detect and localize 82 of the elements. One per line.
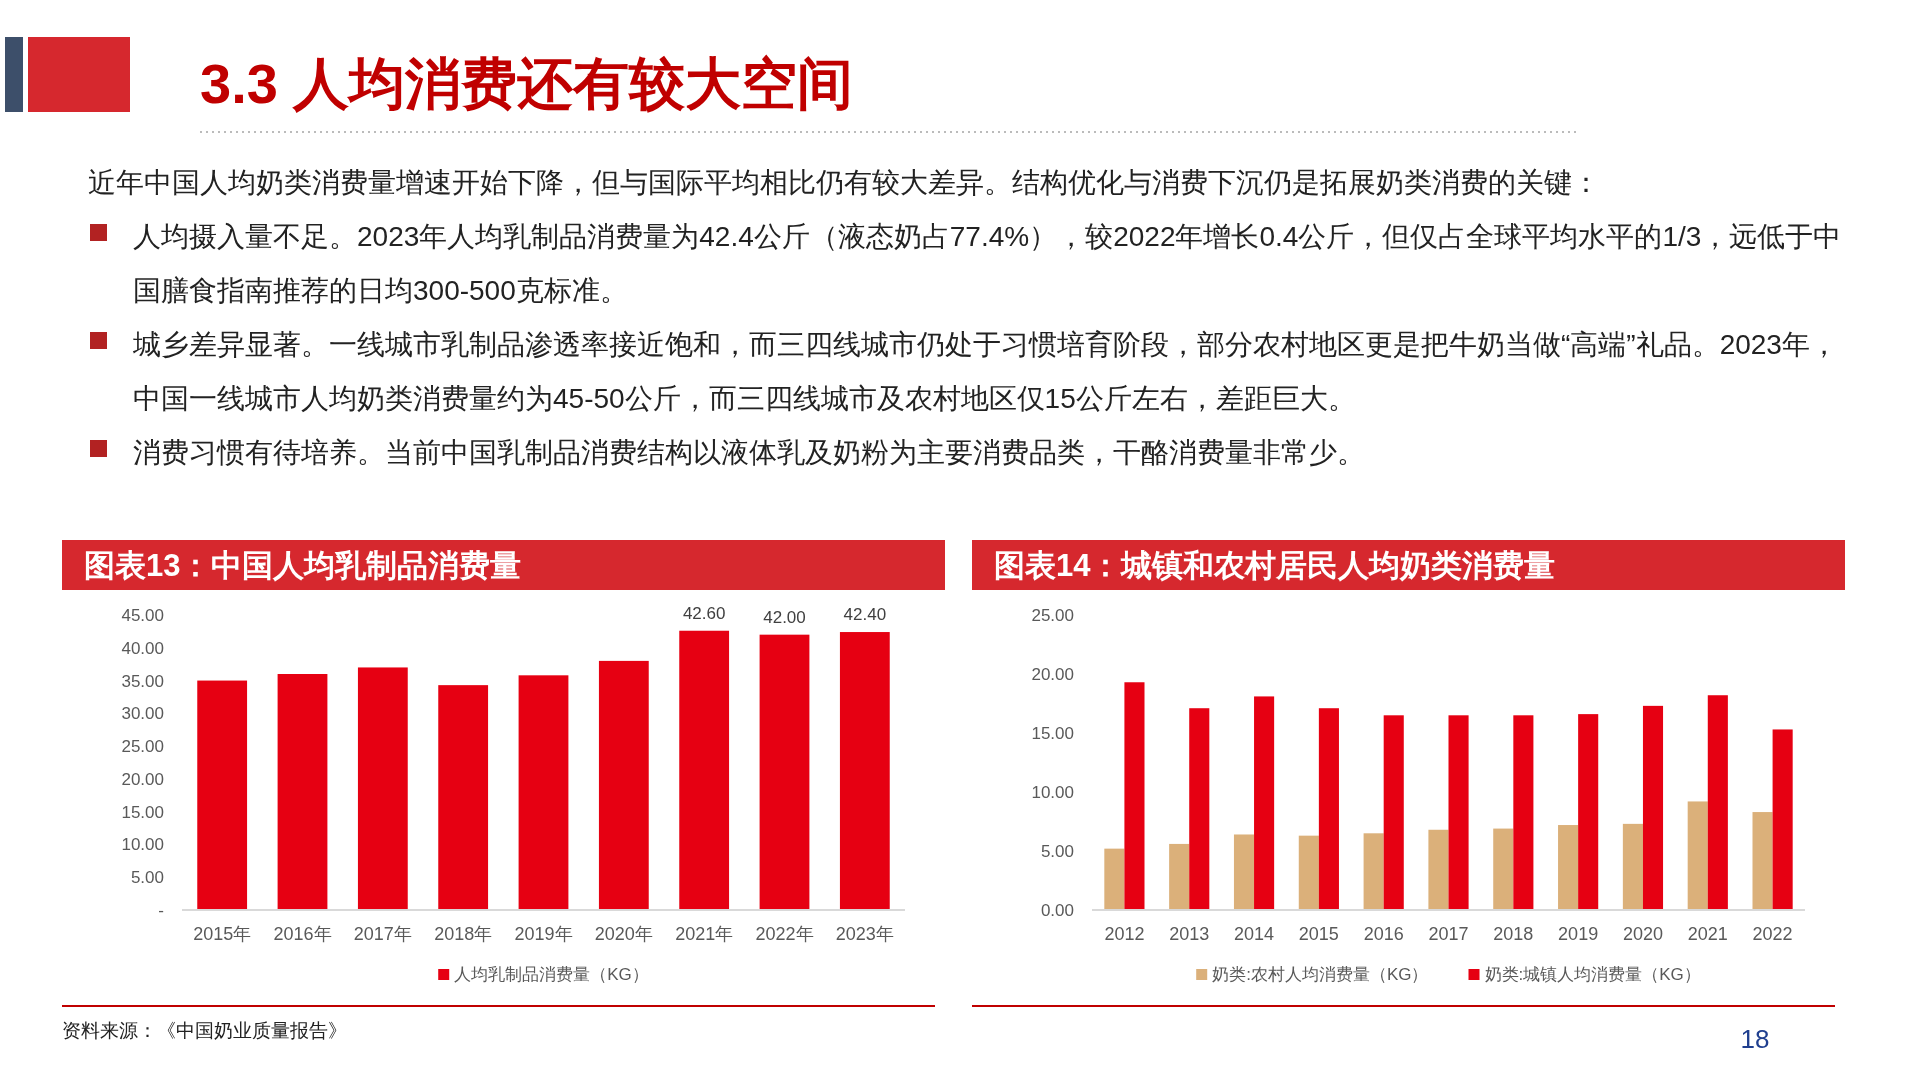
bar (1493, 828, 1514, 910)
y-tick-label: 10.00 (1031, 783, 1074, 802)
y-tick-label: 45.00 (121, 606, 164, 625)
y-tick-label: 20.00 (1031, 665, 1074, 684)
y-tick-label: 30.00 (121, 704, 164, 724)
bar (438, 685, 489, 910)
bar (1383, 715, 1404, 910)
bar (1687, 801, 1708, 910)
x-tick-label: 2015年 (193, 924, 252, 944)
text: 18 (1740, 1024, 1770, 1054)
x-tick-label: 2012 (1104, 924, 1145, 944)
x-tick-label: 2021年 (675, 924, 734, 944)
bar (759, 634, 810, 910)
bar (1642, 705, 1664, 910)
y-tick-label: 15.00 (121, 802, 164, 822)
legend-label: 人均乳制品消费量（KG） (454, 965, 649, 984)
bar (839, 632, 890, 910)
text: 城乡差异显著。一线城市乳制品渗透率接近饱和，而三四线城市仍处于习惯培育阶段，部分农村地区更是把牛奶当做“高端”礼品。2023年，中国一线城市人均奶类消费量约为45-50公斤，而三四线城市及农村地区仅15公斤左右，差距巨大。 (132, 329, 1838, 414)
x-tick-label: 2016 (1363, 924, 1404, 944)
y-tick-label: 35.00 (121, 671, 164, 691)
chart-title: 图表13：中国人均乳制品消费量 (84, 548, 522, 583)
x-tick-label: 2013 (1169, 924, 1210, 944)
text: 近年中国人均奶类消费量增速开始下降，但与国际平均相比仍有较大差异。结构优化与消费下沉仍是拓展奶类消费的关键： (88, 167, 1600, 198)
bar (1752, 812, 1773, 910)
bar (1772, 729, 1793, 910)
bar (1318, 708, 1339, 910)
bar (1254, 696, 1275, 910)
bar (1707, 695, 1728, 910)
y-tick-label: 25.00 (1031, 606, 1074, 625)
x-tick-label: 2017 (1428, 924, 1469, 944)
x-tick-label: 2018 (1493, 924, 1534, 944)
y-tick-label: 25.00 (121, 737, 164, 757)
bar (1124, 682, 1145, 910)
chart-title: 图表14：城镇和农村居民人均奶类消费量 (994, 548, 1556, 583)
text: 人均摄入量不足。2023年人均乳制品消费量为42.4公斤（液态奶占77.4%），较2022年增长0.4公斤，但仅占全球平均水平的1/3，远低于中国膳食指南推荐的日均300-500克标准。 (133, 221, 1842, 306)
bar (1169, 843, 1190, 910)
legend-label: 奶类:城镇人均消费量（KG） (1484, 965, 1701, 984)
legend-label: 奶类:农村人均消费量（KG） (1212, 965, 1429, 984)
x-tick-label: 2018年 (434, 924, 493, 944)
y-tick-label: 15.00 (1031, 724, 1074, 743)
y-tick-label: 20.00 (121, 769, 164, 789)
data-label: 42.40 (843, 605, 887, 625)
x-tick-label: 2022年 (755, 924, 814, 944)
bar (518, 675, 569, 910)
x-tick-label: 2019 (1558, 924, 1599, 944)
bar (679, 630, 730, 910)
bar (1298, 835, 1319, 910)
y-tick-label: 5.00 (130, 868, 164, 888)
bar (1578, 714, 1599, 910)
bar (1233, 834, 1255, 910)
text: 3.3 人均消费还有较大空间 (200, 52, 854, 115)
x-tick-label: 2016年 (273, 924, 332, 944)
y-tick-label: 10.00 (121, 835, 164, 855)
y-tick-label: 5.00 (1040, 842, 1074, 861)
x-tick-label: 2020年 (594, 924, 653, 944)
x-tick-label: 2017年 (353, 924, 412, 944)
bar (1448, 715, 1469, 910)
text: 资料来源：《中国奶业质量报告》 (62, 1020, 347, 1041)
y-tick-label: 40.00 (121, 638, 164, 658)
x-tick-label: 2021 (1687, 924, 1728, 944)
text: 消费习惯有待培养。当前中国乳制品消费结构以液体乳及奶粉为主要消费品类，干酪消费量非常少。 (133, 437, 1365, 468)
bar (197, 680, 248, 910)
x-tick-label: 2020 (1622, 924, 1663, 944)
data-label: 42.00 (763, 607, 806, 627)
bar (1622, 823, 1643, 910)
bar (277, 674, 328, 910)
bar (1558, 825, 1579, 910)
x-tick-label: 2014 (1234, 924, 1275, 944)
bar (1189, 708, 1210, 910)
bar (1428, 829, 1449, 910)
bar (1513, 715, 1534, 910)
x-tick-label: 2015 (1298, 924, 1339, 944)
y-tick-label: 0.00 (1040, 901, 1074, 920)
x-tick-label: 2019年 (514, 924, 573, 944)
data-label: 42.60 (682, 603, 726, 623)
bar (598, 660, 649, 910)
bar (1104, 848, 1125, 910)
bar (357, 667, 408, 910)
x-tick-label: 2023年 (835, 924, 894, 944)
x-tick-label: 2022 (1752, 924, 1793, 944)
bar (1363, 833, 1384, 910)
y-tick-label: - (158, 901, 164, 920)
